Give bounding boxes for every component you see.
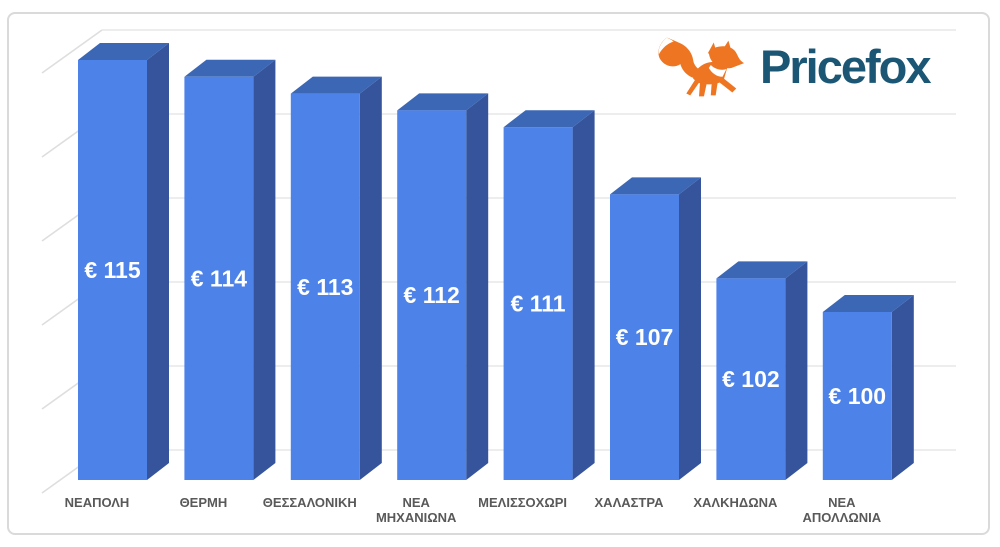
category-label: ΧΑΛΑΣΤΡΑ bbox=[595, 495, 665, 510]
bar-front-face bbox=[78, 60, 147, 480]
category-label: ΝΕΑ bbox=[828, 495, 856, 510]
category-label: ΑΠΟΛΛΩΝΙΑ bbox=[802, 510, 881, 525]
bar-value-label: € 113 bbox=[297, 274, 353, 300]
category-label: ΜΕΛΙΣΣΟΧΩΡΙ bbox=[478, 495, 567, 510]
bar-top-face bbox=[716, 261, 808, 279]
bar-value-label: € 115 bbox=[84, 257, 140, 283]
bar-6: € 102 bbox=[716, 261, 808, 480]
bar-2: € 113 bbox=[290, 76, 382, 480]
bar-side-face bbox=[253, 59, 276, 481]
bar-side-face bbox=[466, 93, 489, 481]
bar-side-face bbox=[891, 295, 914, 480]
bar-front-face bbox=[397, 110, 467, 481]
category-label: ΘΕΣΣΑΛΟΝΙΚΗ bbox=[263, 495, 357, 510]
bar-value-label: € 114 bbox=[191, 265, 247, 291]
bar-top-face bbox=[822, 295, 914, 312]
bar-top-face bbox=[184, 59, 276, 77]
bar-front-face bbox=[503, 127, 573, 480]
category-label: ΝΕΑΠΟΛΗ bbox=[65, 495, 130, 510]
bar-side-face bbox=[359, 76, 382, 480]
bar-value-label: € 111 bbox=[511, 291, 566, 317]
bar-side-face bbox=[785, 261, 808, 480]
bar-side-face bbox=[679, 177, 701, 480]
pricefox-brand-text: Pricefox bbox=[760, 40, 931, 93]
bar-front-face bbox=[716, 278, 786, 480]
bar-1: € 114 bbox=[184, 59, 276, 481]
axis-tick-diagonal bbox=[41, 29, 103, 74]
pricefox-logo: Pricefox bbox=[654, 30, 931, 104]
bar-top-face bbox=[290, 76, 382, 94]
category-label: ΜΗΧΑΝΙΩΝΑ bbox=[376, 510, 457, 525]
bar-top-face bbox=[503, 110, 595, 128]
bar-value-label: € 100 bbox=[829, 383, 887, 409]
bar-front-face bbox=[290, 93, 360, 480]
bar-top-face bbox=[397, 93, 489, 111]
category-label: ΘΕΡΜΗ bbox=[180, 495, 228, 510]
bar-value-label: € 102 bbox=[722, 366, 780, 392]
bar-side-face bbox=[572, 110, 595, 480]
bar-value-label: € 107 bbox=[616, 324, 674, 350]
bar-top-face bbox=[610, 177, 701, 195]
bar-front-face bbox=[610, 194, 679, 480]
bar-0: € 115 bbox=[78, 43, 169, 480]
bar-4: € 111 bbox=[503, 110, 595, 480]
bar-value-label: € 112 bbox=[404, 282, 460, 308]
bar-front-face bbox=[184, 76, 254, 481]
pricefox-fox-icon bbox=[658, 37, 745, 97]
bar-7: € 100 bbox=[822, 295, 914, 480]
category-label: ΧΑΛΚΗΔΩΝΑ bbox=[693, 495, 778, 510]
bar-top-face bbox=[78, 43, 169, 60]
bar-5: € 107 bbox=[610, 177, 701, 480]
bar-3: € 112 bbox=[397, 93, 489, 481]
bar-side-face bbox=[147, 43, 169, 480]
category-label: ΝΕΑ bbox=[402, 495, 430, 510]
bar-front-face bbox=[822, 312, 892, 480]
